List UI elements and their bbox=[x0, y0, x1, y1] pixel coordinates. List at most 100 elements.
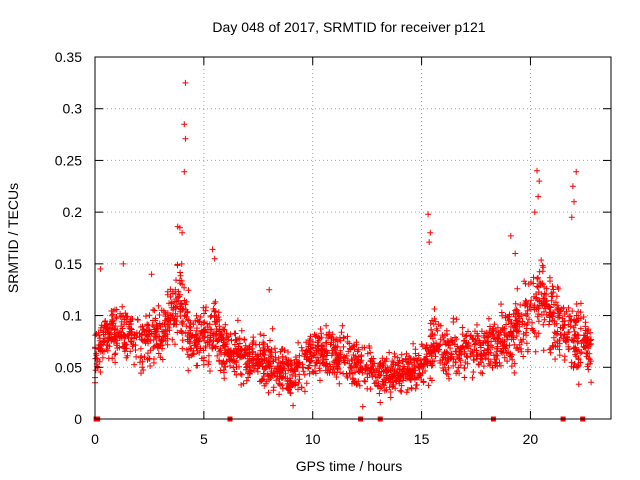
data-point bbox=[480, 332, 487, 339]
data-point bbox=[464, 360, 471, 367]
data-point bbox=[266, 286, 273, 293]
data-point bbox=[298, 384, 305, 391]
data-point bbox=[446, 375, 452, 382]
data-point bbox=[333, 374, 340, 380]
data-point bbox=[207, 313, 214, 320]
data-point bbox=[536, 302, 543, 309]
data-point bbox=[287, 357, 294, 364]
data-point bbox=[134, 317, 141, 323]
data-points bbox=[92, 79, 595, 410]
data-point bbox=[414, 357, 421, 364]
data-point bbox=[367, 366, 374, 373]
data-point bbox=[431, 348, 438, 355]
data-point bbox=[168, 300, 175, 307]
data-point bbox=[380, 381, 387, 388]
data-point bbox=[343, 352, 350, 359]
data-point bbox=[101, 338, 108, 345]
data-point bbox=[336, 380, 343, 387]
data-point bbox=[257, 347, 264, 354]
data-point bbox=[194, 325, 200, 332]
data-point bbox=[124, 313, 131, 320]
data-point bbox=[212, 331, 219, 338]
data-point bbox=[179, 337, 186, 344]
data-point bbox=[392, 370, 398, 377]
data-point bbox=[294, 364, 301, 371]
data-point bbox=[443, 370, 450, 377]
data-point bbox=[209, 246, 216, 253]
data-point bbox=[504, 358, 511, 365]
data-point bbox=[196, 349, 203, 356]
data-point bbox=[498, 362, 504, 369]
data-point bbox=[370, 355, 377, 362]
data-point bbox=[526, 304, 533, 310]
data-point bbox=[151, 356, 157, 362]
data-point bbox=[424, 344, 431, 351]
data-point bbox=[176, 224, 183, 231]
data-point bbox=[512, 250, 519, 257]
grid-lines bbox=[95, 57, 611, 419]
data-point bbox=[512, 300, 519, 307]
data-point bbox=[348, 356, 355, 363]
data-point bbox=[96, 358, 103, 365]
data-point bbox=[541, 316, 548, 323]
data-point bbox=[193, 312, 200, 319]
data-point bbox=[557, 332, 564, 338]
data-point bbox=[97, 369, 104, 375]
y-tick-label: 0.3 bbox=[63, 101, 83, 117]
data-point bbox=[531, 209, 538, 216]
data-point bbox=[549, 283, 556, 290]
data-point bbox=[328, 339, 335, 346]
data-point bbox=[201, 337, 208, 344]
data-point bbox=[226, 357, 233, 364]
data-point bbox=[349, 375, 356, 382]
data-point bbox=[215, 314, 222, 321]
data-point bbox=[164, 331, 171, 338]
data-point bbox=[106, 343, 113, 350]
data-point bbox=[465, 340, 472, 346]
data-point bbox=[588, 336, 595, 343]
data-point bbox=[582, 327, 589, 334]
data-point bbox=[276, 375, 283, 382]
data-point bbox=[393, 378, 400, 385]
data-point bbox=[444, 338, 451, 345]
data-point bbox=[218, 336, 225, 343]
data-point bbox=[151, 343, 158, 350]
data-point bbox=[588, 379, 595, 386]
data-point bbox=[366, 368, 373, 374]
data-point bbox=[402, 355, 409, 362]
data-point bbox=[457, 357, 464, 364]
data-point bbox=[216, 357, 223, 364]
data-point bbox=[513, 306, 520, 313]
data-point bbox=[563, 308, 570, 315]
data-point bbox=[568, 214, 575, 221]
data-point bbox=[353, 381, 360, 388]
data-point bbox=[121, 348, 128, 355]
data-point bbox=[116, 329, 123, 336]
data-point bbox=[391, 367, 398, 374]
data-point bbox=[453, 316, 460, 323]
data-point bbox=[151, 326, 158, 333]
data-point bbox=[205, 361, 212, 368]
data-point bbox=[340, 370, 347, 377]
data-point bbox=[157, 341, 164, 348]
data-point bbox=[222, 363, 229, 370]
data-point bbox=[560, 324, 567, 331]
data-point bbox=[254, 368, 261, 375]
data-point bbox=[499, 312, 506, 319]
data-point bbox=[397, 387, 404, 394]
data-point bbox=[550, 334, 557, 341]
data-point bbox=[337, 351, 344, 358]
data-point bbox=[359, 403, 366, 410]
data-point bbox=[159, 328, 165, 335]
data-point bbox=[429, 343, 436, 350]
data-point bbox=[448, 353, 455, 360]
data-point bbox=[443, 327, 450, 334]
data-point bbox=[221, 375, 228, 382]
data-point bbox=[344, 339, 351, 345]
y-tick-label: 0.25 bbox=[55, 152, 82, 168]
data-point bbox=[133, 329, 140, 336]
data-point bbox=[509, 356, 516, 363]
data-point bbox=[315, 354, 321, 361]
data-point bbox=[234, 317, 241, 324]
data-point bbox=[575, 363, 581, 370]
